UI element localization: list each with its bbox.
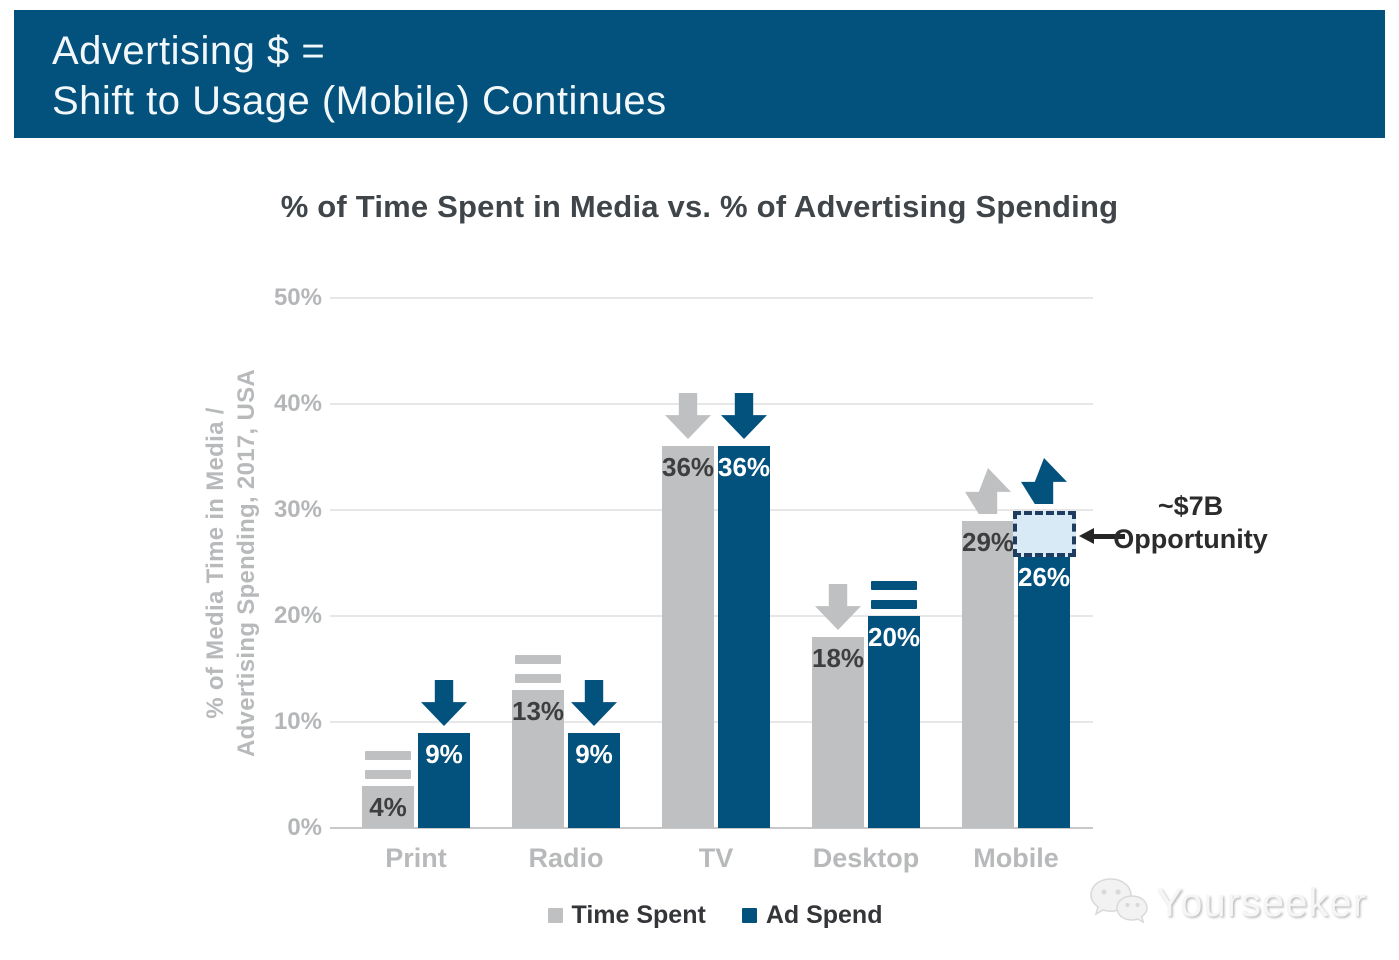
trend-down-arrow-icon-ad-spend-print [421,680,467,726]
trend-flat-icon-ad-spend-desktop [871,581,917,609]
value-label-ad-spend-mobile: 26% [1018,562,1071,592]
y-tick-label-40: 40% [273,390,322,417]
value-label-ad-spend-tv: 36% [718,452,771,482]
annotation-line-1: ~$7B [1157,491,1224,521]
header-line-1: Advertising $ = [52,29,326,73]
bar-time-spent-print [362,786,414,828]
opportunity-annotation: ~$7B Opportunity [1108,490,1273,556]
value-label-ad-spend-desktop: 20% [868,622,921,652]
bar-ad-spend-desktop [868,616,920,828]
slide-header-banner: Advertising $ = Shift to Usage (Mobile) … [14,10,1385,138]
bar-time-spent-radio [512,690,564,828]
equals-bar [871,600,917,609]
y-axis-label-line-2: Advertising Spending, 2017, USA [233,368,260,758]
category-label-tv: TV [698,843,734,873]
y-tick-label-30: 30% [273,496,322,523]
y-tick-label-20: 20% [273,602,322,629]
bar-time-spent-mobile [962,521,1014,828]
value-label-time-spent-desktop: 18% [812,643,865,673]
bar-ad-spend-radio [568,733,620,828]
trend-flat-icon-time-spent-print [365,751,411,779]
trend-down-arrow-icon-ad-spend-radio [571,680,617,726]
bar-ad-spend-mobile [1018,552,1070,828]
watermark-text: Yourseeker [1156,881,1367,925]
equals-bar [871,581,917,590]
chart-legend: Time Spent Ad Spend [335,901,1095,930]
y-tick-label-10: 10% [273,708,322,735]
trend-down-arrow-icon-time-spent-desktop [815,584,861,630]
header-line-2: Shift to Usage (Mobile) Continues [52,79,667,123]
bar-ad-spend-print [418,733,470,828]
trend-flat-icon-time-spent-radio [515,655,561,683]
chart-title: % of Time Spent in Media vs. % of Advert… [280,189,1119,224]
trend-up-arrow-icon-ad-spend-mobile [1021,458,1067,504]
category-label-radio: Radio [528,843,604,873]
y-tick-label-0: 0% [287,814,322,841]
category-label-mobile: Mobile [973,843,1059,873]
category-label-print: Print [385,843,447,873]
legend-label-ad-spend: Ad Spend [765,901,883,929]
equals-bar [515,655,561,664]
gridline-50 [330,297,1093,299]
equals-bar [365,751,411,760]
legend-label-time-spent: Time Spent [571,901,706,929]
legend-swatch-ad-spend [741,908,757,923]
y-tick-label-50: 50% [273,284,322,311]
arrow-shaft [1093,534,1125,539]
legend-swatch-time-spent [547,908,563,923]
annotation-line-2: Opportunity [1113,524,1268,554]
gridline-0 [330,827,1093,829]
equals-bar [365,770,411,779]
watermark: Yourseeker [1088,876,1367,931]
value-label-ad-spend-radio: 9% [575,739,613,769]
value-label-time-spent-radio: 13% [512,696,565,726]
gridline-40 [330,403,1093,405]
value-label-time-spent-print: 4% [369,792,407,822]
trend-up-arrow-icon-time-spent-mobile [965,468,1011,514]
trend-down-arrow-icon-ad-spend-tv [721,393,767,439]
opportunity-gap-box [1013,511,1076,557]
value-label-ad-spend-print: 9% [425,739,463,769]
legend-item-ad-spend: Ad Spend [741,901,883,930]
y-axis-label-line-1: % of Media Time in Media / [202,407,229,719]
legend-item-time-spent: Time Spent [547,901,706,930]
wechat-bubbles-icon [1088,876,1148,931]
annotation-left-arrow-icon [1079,528,1125,544]
trend-down-arrow-icon-time-spent-tv [665,393,711,439]
value-label-time-spent-tv: 36% [662,452,715,482]
value-label-time-spent-mobile: 29% [962,527,1015,557]
bar-ad-spend-tv [718,446,770,828]
arrow-head [1079,528,1094,544]
equals-bar [515,674,561,683]
category-label-desktop: Desktop [812,843,920,873]
y-axis-label: % of Media Time in Media / Advertising S… [200,263,264,863]
bar-time-spent-tv [662,446,714,828]
bar-time-spent-desktop [812,637,864,828]
